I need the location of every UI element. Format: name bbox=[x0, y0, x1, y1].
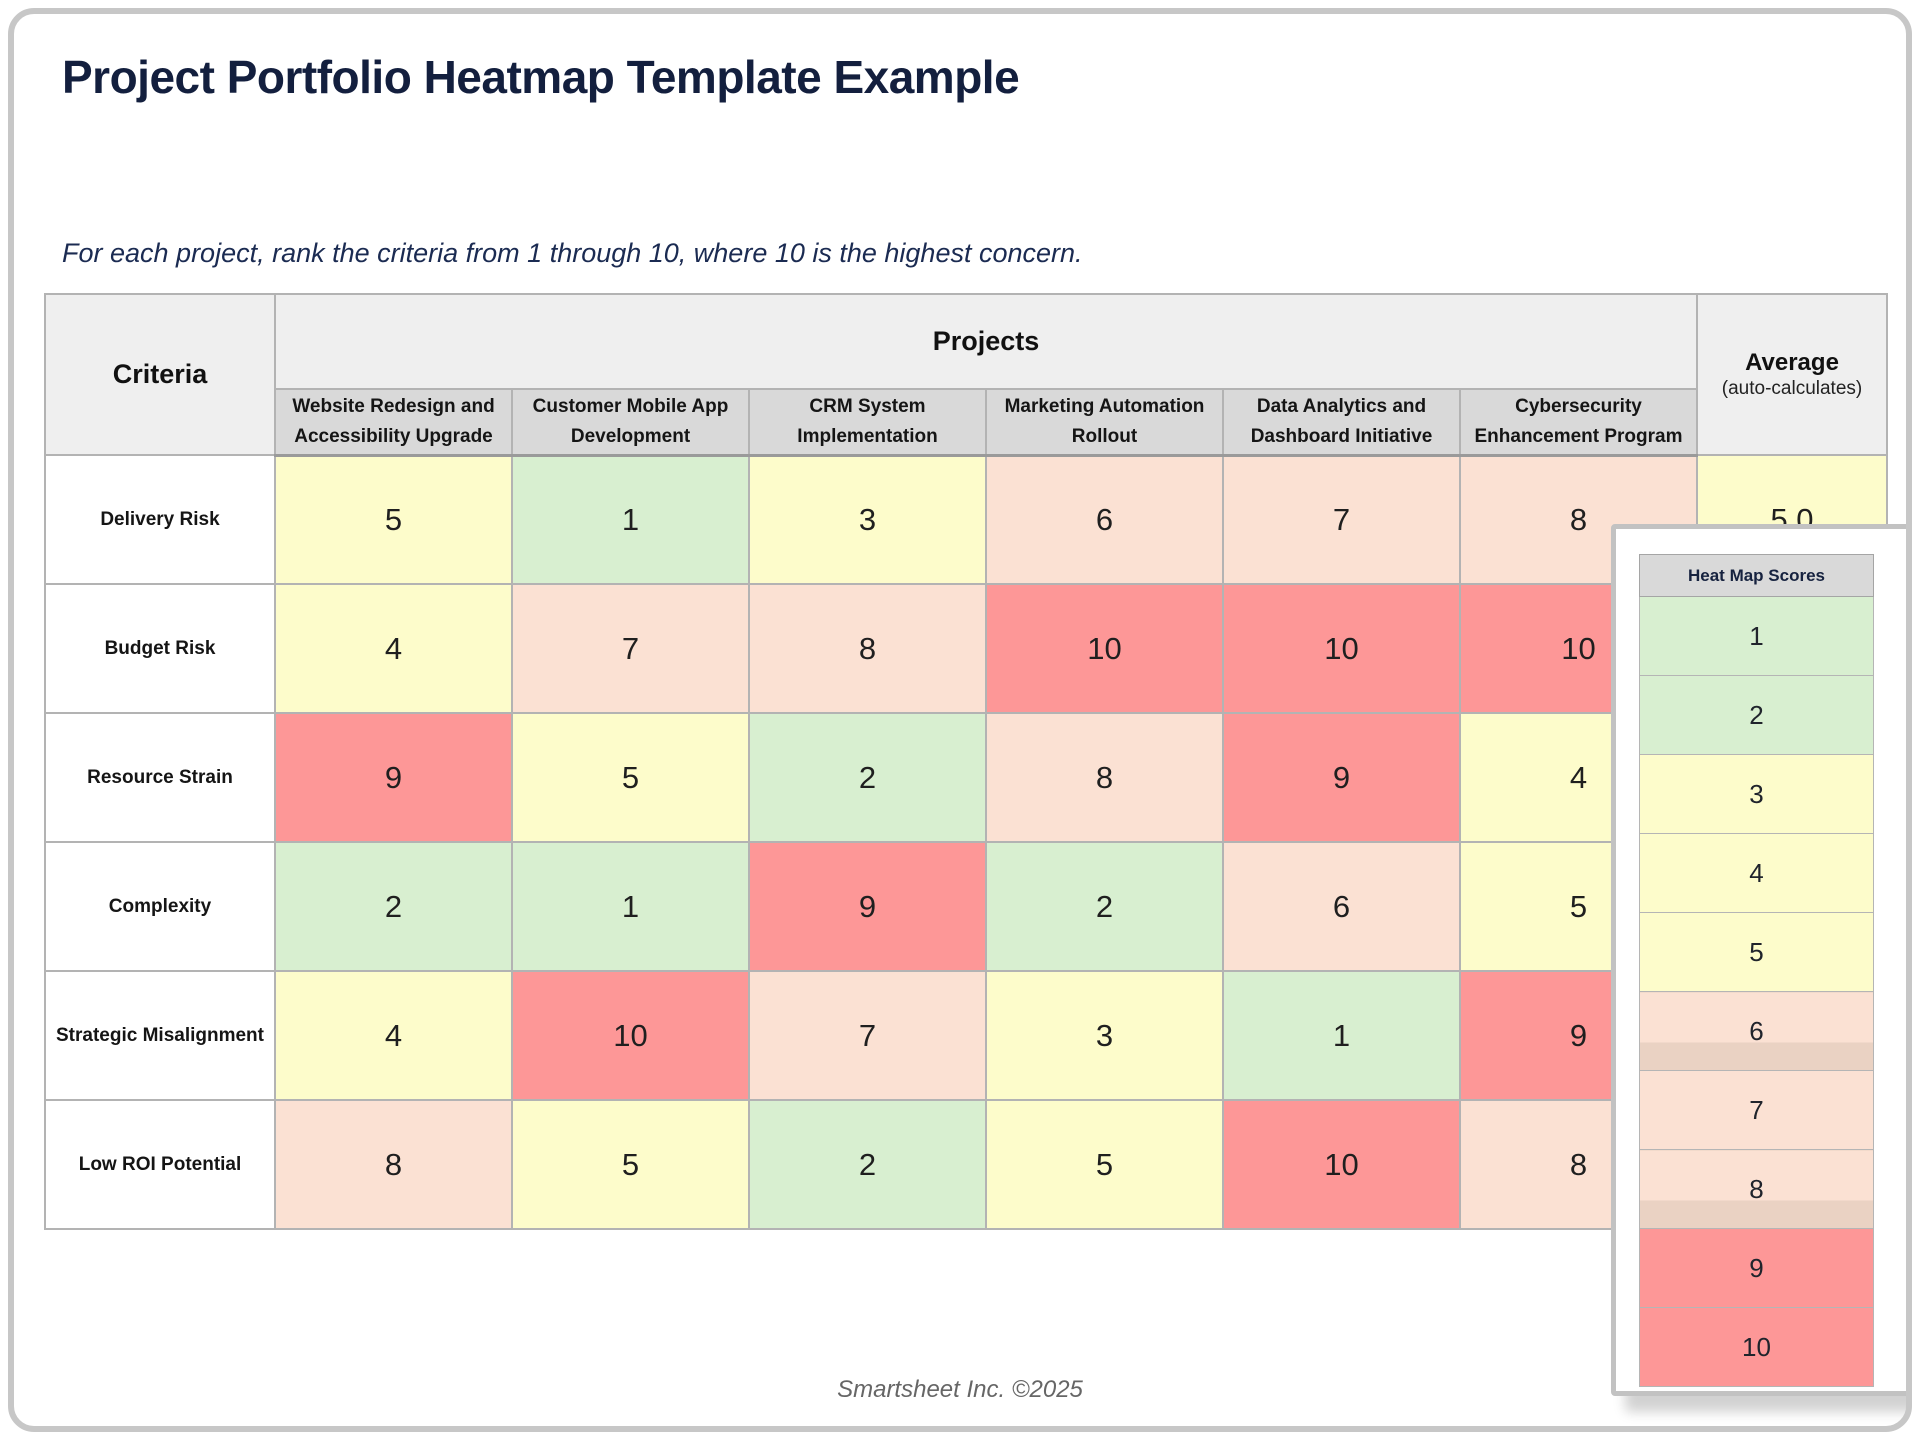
heatmap-legend-panel: Heat Map Scores 1 2 3 4 5 6 7 8 9 10 bbox=[1611, 524, 1906, 1396]
criteria-header: Criteria bbox=[44, 293, 276, 456]
score-cell: 1 bbox=[511, 841, 750, 972]
score-cell: 9 bbox=[274, 712, 513, 843]
legend-score-cell: 4 bbox=[1639, 833, 1874, 913]
legend-score-cell: 7 bbox=[1639, 1070, 1874, 1150]
project-column-header: Data Analytics and Dashboard Initiative bbox=[1222, 388, 1461, 457]
score-cell: 5 bbox=[511, 712, 750, 843]
score-cell: 10 bbox=[511, 970, 750, 1101]
score-cell: 3 bbox=[748, 454, 987, 585]
average-header-title: Average bbox=[1745, 349, 1839, 377]
project-column-header: Cybersecurity Enhancement Program bbox=[1459, 388, 1698, 457]
score-cell: 7 bbox=[1222, 454, 1461, 585]
score-cell: 9 bbox=[748, 841, 987, 972]
criteria-row-header: Resource Strain bbox=[44, 712, 276, 843]
footer-text: Smartsheet Inc. ©2025 bbox=[837, 1376, 1083, 1403]
score-cell: 6 bbox=[1222, 841, 1461, 972]
score-cell: 9 bbox=[1222, 712, 1461, 843]
score-cell: 10 bbox=[985, 583, 1224, 714]
criteria-row-header: Low ROI Potential bbox=[44, 1099, 276, 1230]
legend-score-cell: 6 bbox=[1639, 991, 1874, 1071]
project-column-header: CRM System Implementation bbox=[748, 388, 987, 457]
page-card: Project Portfolio Heatmap Template Examp… bbox=[8, 8, 1912, 1432]
score-cell: 8 bbox=[748, 583, 987, 714]
score-cell: 1 bbox=[1222, 970, 1461, 1101]
legend-score-cell: 8 bbox=[1639, 1149, 1874, 1229]
score-cell: 8 bbox=[985, 712, 1224, 843]
legend-score-cell: 2 bbox=[1639, 675, 1874, 755]
criteria-row-header: Budget Risk bbox=[44, 583, 276, 714]
score-cell: 7 bbox=[511, 583, 750, 714]
score-cell: 2 bbox=[274, 841, 513, 972]
legend-score-cell: 5 bbox=[1639, 912, 1874, 992]
score-cell: 7 bbox=[748, 970, 987, 1101]
project-column-header: Customer Mobile App Development bbox=[511, 388, 750, 457]
average-header: Average (auto-calculates) bbox=[1696, 293, 1888, 456]
score-cell: 2 bbox=[748, 712, 987, 843]
score-cell: 5 bbox=[985, 1099, 1224, 1230]
project-column-header: Marketing Automation Rollout bbox=[985, 388, 1224, 457]
average-header-subtitle: (auto-calculates) bbox=[1721, 377, 1863, 399]
table-row: Delivery Risk 5 1 3 6 7 8 5.0 bbox=[44, 454, 1888, 585]
score-cell: 10 bbox=[1222, 583, 1461, 714]
score-cell: 10 bbox=[1222, 1099, 1461, 1230]
criteria-row-header: Complexity bbox=[44, 841, 276, 972]
score-cell: 6 bbox=[985, 454, 1224, 585]
score-cell: 4 bbox=[274, 583, 513, 714]
table-row: Budget Risk 4 7 8 10 10 10 bbox=[44, 583, 1888, 714]
legend-score-cell: 3 bbox=[1639, 754, 1874, 834]
score-cell: 8 bbox=[274, 1099, 513, 1230]
instruction-text: For each project, rank the criteria from… bbox=[62, 238, 1083, 268]
page-title: Project Portfolio Heatmap Template Examp… bbox=[62, 51, 1020, 103]
legend-title: Heat Map Scores bbox=[1639, 554, 1874, 597]
score-cell: 5 bbox=[511, 1099, 750, 1230]
score-cell: 2 bbox=[748, 1099, 987, 1230]
score-cell: 3 bbox=[985, 970, 1224, 1101]
legend-score-cell: 1 bbox=[1639, 596, 1874, 676]
criteria-row-header: Delivery Risk bbox=[44, 454, 276, 585]
score-cell: 4 bbox=[274, 970, 513, 1101]
project-column-header: Website Redesign and Accessibility Upgra… bbox=[274, 388, 513, 457]
legend-table: Heat Map Scores 1 2 3 4 5 6 7 8 9 10 bbox=[1639, 554, 1874, 1387]
criteria-row-header: Strategic Misalignment bbox=[44, 970, 276, 1101]
score-cell: 2 bbox=[985, 841, 1224, 972]
score-cell: 5 bbox=[274, 454, 513, 585]
legend-score-cell: 9 bbox=[1639, 1228, 1874, 1308]
legend-score-cell: 10 bbox=[1639, 1307, 1874, 1387]
score-cell: 1 bbox=[511, 454, 750, 585]
projects-header: Projects bbox=[274, 293, 1698, 390]
score-cell: 8 bbox=[1459, 454, 1698, 585]
